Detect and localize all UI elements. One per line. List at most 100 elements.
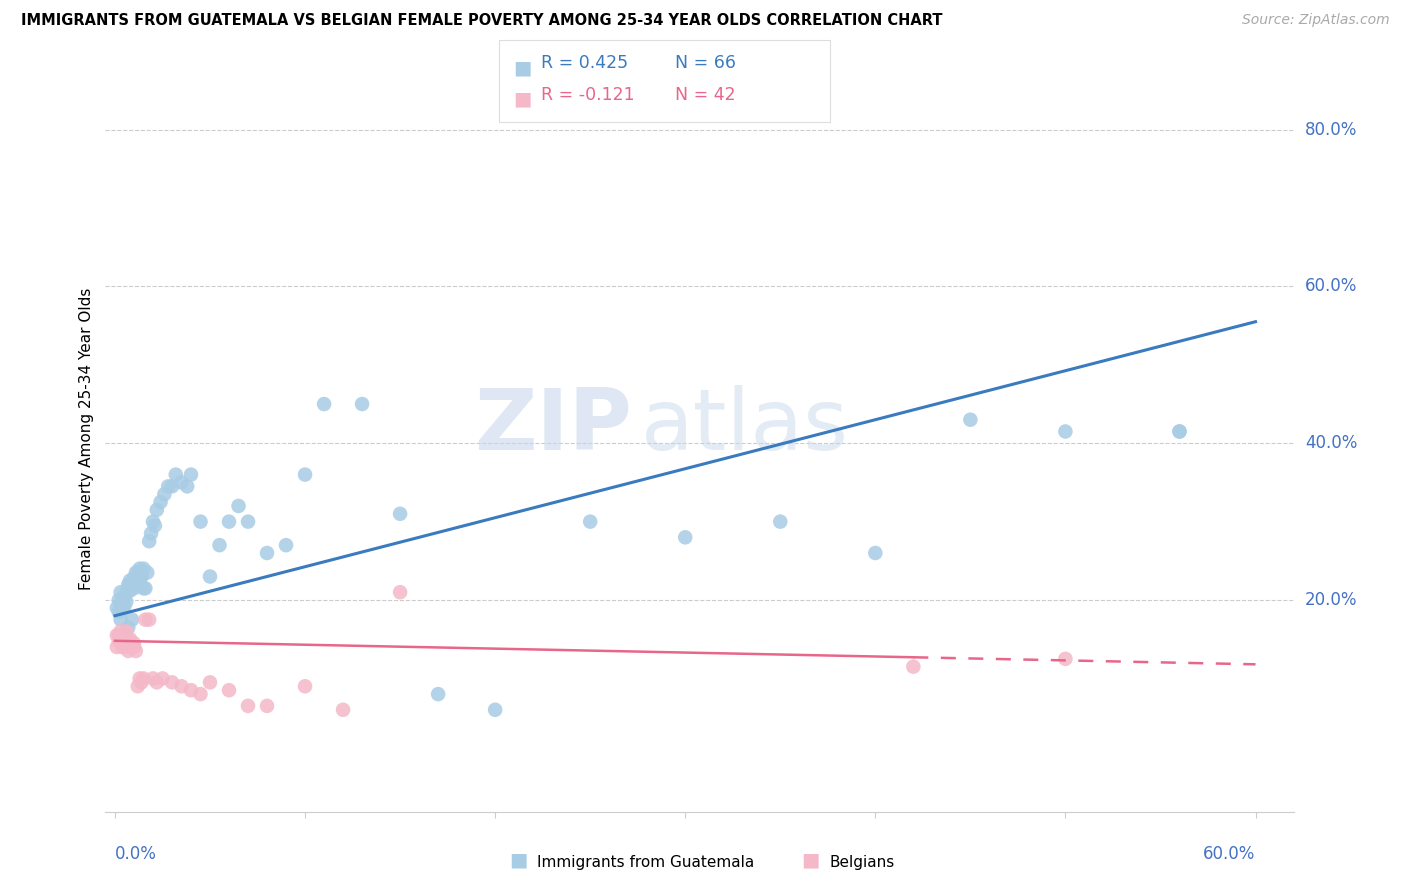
Point <box>117 577 139 591</box>
Point <box>111 631 134 645</box>
Text: ■: ■ <box>801 851 820 870</box>
Point <box>146 503 169 517</box>
Point <box>125 566 148 580</box>
Point <box>117 620 139 634</box>
Point <box>127 679 149 693</box>
Point <box>128 562 150 576</box>
Text: N = 42: N = 42 <box>675 86 735 103</box>
Point <box>389 585 412 599</box>
Point <box>218 515 240 529</box>
Point <box>170 679 193 693</box>
Point <box>218 683 240 698</box>
Point <box>152 672 174 686</box>
Point <box>111 640 134 654</box>
Point <box>236 698 259 713</box>
Text: R = 0.425: R = 0.425 <box>541 54 628 72</box>
Point <box>198 569 221 583</box>
Point <box>294 679 316 693</box>
Point <box>190 687 212 701</box>
Point <box>769 515 792 529</box>
Point <box>142 672 165 686</box>
Point <box>115 624 138 639</box>
Point <box>117 644 139 658</box>
Point <box>256 698 278 713</box>
Point <box>107 605 129 619</box>
Point <box>1054 425 1077 439</box>
Point <box>198 675 221 690</box>
Point <box>120 583 142 598</box>
Point <box>153 487 176 501</box>
Point <box>122 636 145 650</box>
Point <box>236 515 259 529</box>
Point <box>120 574 142 588</box>
Point <box>127 566 149 580</box>
Text: Immigrants from Guatemala: Immigrants from Guatemala <box>537 855 755 870</box>
Point <box>110 597 132 611</box>
Point <box>157 479 180 493</box>
Point <box>115 585 138 599</box>
Point <box>105 640 128 654</box>
Point <box>352 397 374 411</box>
Point <box>332 703 354 717</box>
Point <box>114 599 136 614</box>
Point <box>149 495 172 509</box>
Point <box>294 467 316 482</box>
Point <box>427 687 450 701</box>
Point <box>122 571 145 585</box>
Point <box>143 518 166 533</box>
Text: 0.0%: 0.0% <box>115 846 157 863</box>
Point <box>160 479 183 493</box>
Point <box>122 640 145 654</box>
Point <box>110 585 132 599</box>
Point <box>903 659 925 673</box>
Text: 20.0%: 20.0% <box>1305 591 1357 609</box>
Point <box>142 515 165 529</box>
Text: N = 66: N = 66 <box>675 54 735 72</box>
Point <box>132 562 155 576</box>
Text: ■: ■ <box>509 851 527 870</box>
Point <box>139 526 162 541</box>
Point <box>114 636 136 650</box>
Point <box>121 577 143 591</box>
Point <box>110 624 132 639</box>
Point <box>579 515 602 529</box>
Text: Source: ZipAtlas.com: Source: ZipAtlas.com <box>1241 13 1389 28</box>
Point <box>673 530 696 544</box>
Text: 80.0%: 80.0% <box>1305 120 1357 138</box>
Point <box>389 507 412 521</box>
Point <box>959 413 981 427</box>
Point <box>132 582 155 596</box>
Point <box>134 613 156 627</box>
Text: R = -0.121: R = -0.121 <box>541 86 636 103</box>
Point <box>117 636 139 650</box>
Point <box>115 594 138 608</box>
Text: 60.0%: 60.0% <box>1305 277 1357 295</box>
Point <box>138 534 160 549</box>
Point <box>312 397 335 411</box>
Point <box>128 574 150 588</box>
Point <box>107 633 129 648</box>
Point <box>1168 425 1191 439</box>
Point <box>122 582 145 596</box>
Text: ■: ■ <box>513 89 531 108</box>
Text: IMMIGRANTS FROM GUATEMALA VS BELGIAN FEMALE POVERTY AMONG 25-34 YEAR OLDS CORREL: IMMIGRANTS FROM GUATEMALA VS BELGIAN FEM… <box>21 13 942 29</box>
Text: ZIP: ZIP <box>474 385 631 468</box>
Point <box>484 703 506 717</box>
Point <box>128 672 150 686</box>
Text: Belgians: Belgians <box>830 855 894 870</box>
Point <box>115 632 138 647</box>
Point <box>160 675 183 690</box>
Text: ■: ■ <box>513 58 531 77</box>
Point <box>127 577 149 591</box>
Point <box>134 582 156 596</box>
Point <box>256 546 278 560</box>
Point <box>120 640 142 654</box>
Point <box>208 538 231 552</box>
Point <box>190 515 212 529</box>
Point <box>180 467 202 482</box>
Point <box>120 632 142 647</box>
Point <box>107 628 129 642</box>
Point <box>274 538 297 552</box>
Point <box>121 640 143 654</box>
Text: atlas: atlas <box>641 385 849 468</box>
